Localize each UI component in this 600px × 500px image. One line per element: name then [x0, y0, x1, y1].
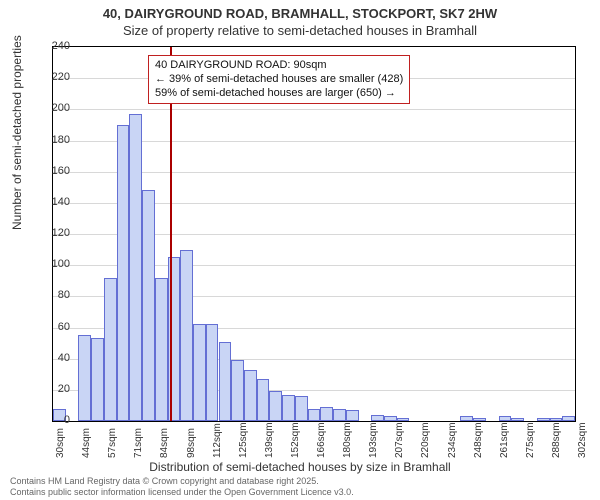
info-box: 40 DAIRYGROUND ROAD: 90sqm← 39% of semi-…: [148, 55, 410, 104]
x-tick: 261sqm: [499, 422, 510, 458]
histogram-bar: [269, 391, 282, 421]
y-tick: 20: [40, 383, 70, 395]
x-tick: 30sqm: [55, 428, 66, 458]
histogram-bar: [384, 416, 397, 421]
histogram-bar: [117, 125, 130, 421]
x-tick: 125sqm: [238, 422, 249, 458]
histogram-bar: [562, 416, 575, 421]
histogram-bar: [104, 278, 117, 421]
histogram-bar: [129, 114, 142, 421]
y-tick: 60: [40, 321, 70, 333]
histogram-bar: [295, 396, 308, 421]
x-tick: 84sqm: [159, 428, 170, 458]
histogram-bar: [308, 409, 321, 421]
y-tick: 100: [40, 258, 70, 270]
histogram-bar: [206, 324, 219, 421]
x-tick: 139sqm: [264, 422, 275, 458]
title-line1: 40, DAIRYGROUND ROAD, BRAMHALL, STOCKPOR…: [0, 6, 600, 23]
x-tick: 288sqm: [551, 422, 562, 458]
x-tick: 220sqm: [420, 422, 431, 458]
histogram-bar: [219, 342, 232, 421]
histogram-bar: [155, 278, 168, 421]
y-tick: 80: [40, 289, 70, 301]
histogram-bar: [282, 395, 295, 421]
histogram-bar: [537, 418, 550, 421]
histogram-bar: [550, 418, 563, 421]
histogram-bar: [193, 324, 206, 421]
x-tick: 275sqm: [525, 422, 536, 458]
y-axis-label: Number of semi-detached properties: [10, 35, 24, 230]
x-tick: 152sqm: [290, 422, 301, 458]
histogram-bar: [231, 360, 244, 421]
histogram-bar: [371, 415, 384, 421]
y-tick: 240: [40, 40, 70, 52]
x-axis-label: Distribution of semi-detached houses by …: [0, 460, 600, 474]
x-tick: 180sqm: [342, 422, 353, 458]
x-tick: 71sqm: [133, 428, 144, 458]
y-tick: 160: [40, 165, 70, 177]
x-tick: 193sqm: [368, 422, 379, 458]
y-tick: 200: [40, 102, 70, 114]
histogram-bar: [397, 418, 410, 421]
y-tick: 180: [40, 134, 70, 146]
x-tick: 98sqm: [186, 428, 197, 458]
histogram-bar: [460, 416, 473, 421]
footer: Contains HM Land Registry data © Crown c…: [10, 476, 354, 498]
x-tick: 166sqm: [316, 422, 327, 458]
title-line2: Size of property relative to semi-detach…: [0, 23, 600, 40]
histogram-bar: [473, 418, 486, 421]
histogram-bar: [346, 410, 359, 421]
histogram-bar: [180, 250, 193, 421]
histogram-bar: [244, 370, 257, 421]
x-tick: 207sqm: [394, 422, 405, 458]
x-tick: 234sqm: [447, 422, 458, 458]
histogram-bar: [320, 407, 333, 421]
plot-area: 40 DAIRYGROUND ROAD: 90sqm← 39% of semi-…: [52, 46, 576, 422]
histogram-bar: [499, 416, 512, 421]
y-tick: 120: [40, 227, 70, 239]
x-tick: 248sqm: [473, 422, 484, 458]
footer-line1: Contains HM Land Registry data © Crown c…: [10, 476, 354, 487]
footer-line2: Contains public sector information licen…: [10, 487, 354, 498]
x-tick: 44sqm: [81, 428, 92, 458]
histogram-bar: [91, 338, 104, 421]
info-box-line: 59% of semi-detached houses are larger (…: [155, 87, 403, 101]
y-tick: 40: [40, 352, 70, 364]
y-tick: 140: [40, 196, 70, 208]
info-box-line: ← 39% of semi-detached houses are smalle…: [155, 73, 403, 87]
x-tick: 112sqm: [212, 423, 223, 458]
histogram-bar: [333, 409, 346, 421]
info-box-line: 40 DAIRYGROUND ROAD: 90sqm: [155, 59, 403, 73]
y-tick: 220: [40, 71, 70, 83]
histogram-bar: [142, 190, 155, 421]
histogram-bar: [78, 335, 91, 421]
x-tick: 57sqm: [107, 428, 118, 458]
gridline: [53, 109, 575, 110]
histogram-bar: [257, 379, 270, 421]
y-tick: 0: [40, 414, 70, 426]
x-tick: 302sqm: [577, 422, 588, 458]
histogram-bar: [511, 418, 524, 421]
